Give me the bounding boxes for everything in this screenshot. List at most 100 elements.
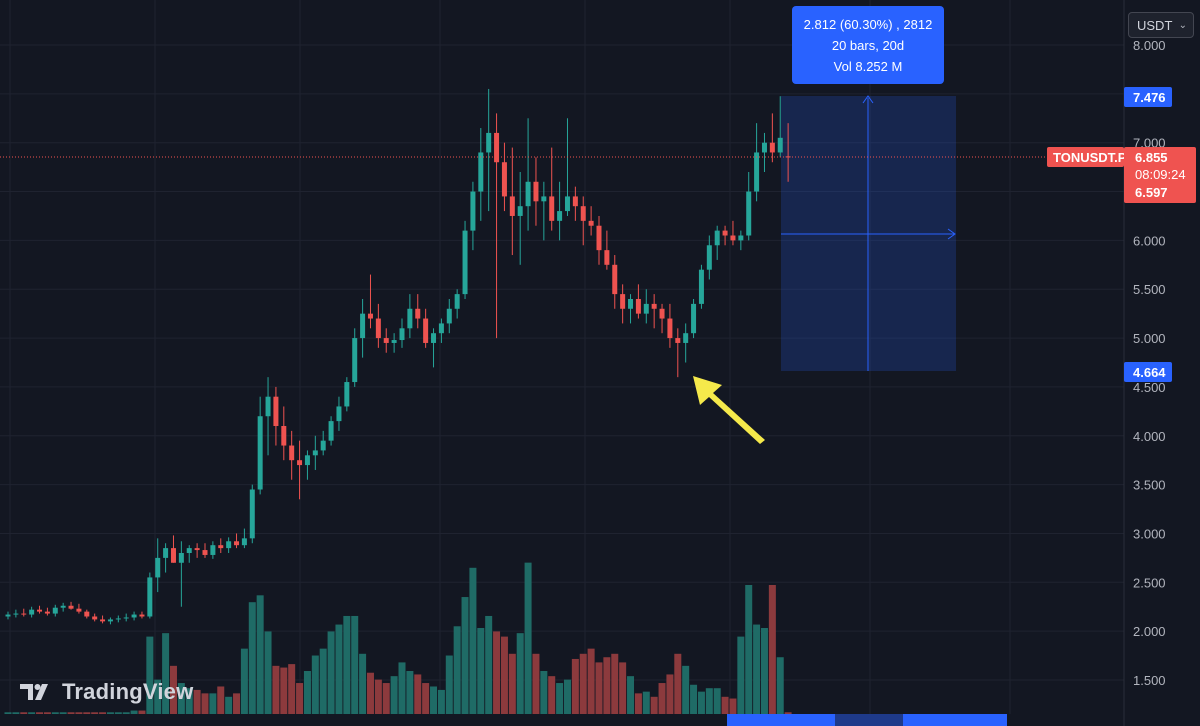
candle-body (399, 328, 405, 341)
volume-bar (587, 648, 595, 714)
volume-bar (280, 667, 288, 714)
volume-bar (595, 662, 603, 714)
candle-body (698, 269, 704, 304)
candle-body (572, 196, 578, 207)
candle-body (68, 605, 74, 609)
volume-bar (319, 648, 327, 714)
candle-body (320, 440, 326, 451)
candle-body (383, 338, 389, 343)
candle-body (218, 545, 224, 549)
chevron-down-icon: ⌄ (1178, 19, 1187, 31)
candle-body (312, 450, 318, 456)
volume-bar (366, 672, 374, 714)
candle-body (29, 609, 35, 615)
volume-bar (571, 658, 579, 714)
volume-bar (737, 636, 745, 714)
volume-bar (382, 683, 390, 714)
volume-bar (619, 662, 627, 714)
candle-body (407, 308, 413, 329)
volume-bar (422, 683, 430, 714)
volume-bar (540, 671, 548, 714)
volume-bar (311, 655, 319, 714)
candle-body (5, 614, 11, 617)
volume-bar (75, 712, 83, 714)
volume-bar (414, 674, 422, 714)
volume-bar (201, 693, 209, 714)
volume-bar (185, 688, 193, 714)
yellow-arrow-icon[interactable] (693, 376, 765, 444)
volume-bar (233, 693, 241, 714)
volume-bar (225, 696, 233, 714)
candle-body (273, 396, 279, 426)
candle-body (131, 614, 137, 618)
candle-body (659, 308, 665, 319)
candle-body (249, 489, 255, 539)
volume-bar (12, 712, 20, 714)
arrow-annotation[interactable] (693, 376, 765, 444)
candle-body (210, 545, 216, 555)
volume-bar (91, 712, 99, 714)
measure-change-text: 2.812 (60.30%) , 2812 (803, 16, 933, 32)
volume-bar (248, 602, 256, 714)
volume-bar (532, 653, 540, 714)
volume-bar (51, 712, 59, 714)
candle-body (202, 550, 208, 555)
measure-range[interactable] (781, 95, 956, 371)
candle-body (470, 191, 476, 231)
price-tick-label: 4.000 (1133, 429, 1166, 444)
volume-bar (611, 653, 619, 714)
candle-body (297, 460, 303, 466)
volume-bar (548, 676, 556, 714)
volume-bar (303, 671, 311, 714)
candle-body (667, 318, 673, 339)
volume-bar (721, 696, 729, 714)
volume-bar (43, 712, 51, 714)
candle-body (769, 142, 775, 153)
measure-right-arrowhead (947, 228, 956, 240)
symbol-name: TONUSDT.P (1053, 150, 1127, 165)
candle-body (178, 553, 184, 563)
volume-bar (563, 679, 571, 714)
measure-bottom-price: 4.664 (1133, 365, 1166, 380)
candle-body (155, 557, 161, 578)
price-tick-label: 5.000 (1133, 331, 1166, 346)
candle-body (84, 611, 90, 617)
candle-body (446, 308, 452, 324)
candle-body (257, 416, 263, 490)
candle-body (170, 548, 176, 563)
price-tick-label: 3.500 (1133, 478, 1166, 493)
volume-bar (138, 710, 146, 714)
candle-body (281, 426, 287, 446)
tradingview-logo[interactable]: TradingView (20, 678, 193, 706)
candle-body (234, 541, 240, 546)
candle-body (52, 607, 58, 614)
candle-body (509, 196, 515, 216)
currency-select[interactable]: USDT ⌄ (1128, 12, 1194, 38)
volume-bar (753, 624, 761, 714)
candle-body (596, 225, 602, 251)
measure-top-tag (1124, 87, 1172, 107)
candle-body (588, 220, 594, 226)
volume-bar (477, 628, 485, 714)
candle-body (454, 294, 460, 309)
price-tick-label: 4.500 (1133, 380, 1166, 395)
candle-body (462, 230, 468, 295)
candle-body (722, 230, 728, 236)
volume-bar (453, 626, 461, 714)
candle-body (13, 613, 19, 615)
measure-bars-text: 20 bars, 20d (831, 37, 905, 53)
volume-bar (713, 688, 721, 714)
volume-bar (745, 585, 753, 714)
volume-bar (193, 689, 201, 714)
measure-top-price: 7.476 (1133, 90, 1166, 105)
candle-body (549, 196, 555, 221)
candle-body (139, 614, 145, 617)
price-tags: 7.476 4.664 TONUSDT.P 6.855 08:09:24 6.5… (0, 87, 1196, 382)
volume-bars (4, 562, 792, 714)
volume-bar (642, 691, 650, 714)
candle-body (186, 548, 192, 553)
candle-body (525, 181, 531, 207)
candle-body (478, 152, 484, 192)
candle-body (628, 299, 634, 309)
